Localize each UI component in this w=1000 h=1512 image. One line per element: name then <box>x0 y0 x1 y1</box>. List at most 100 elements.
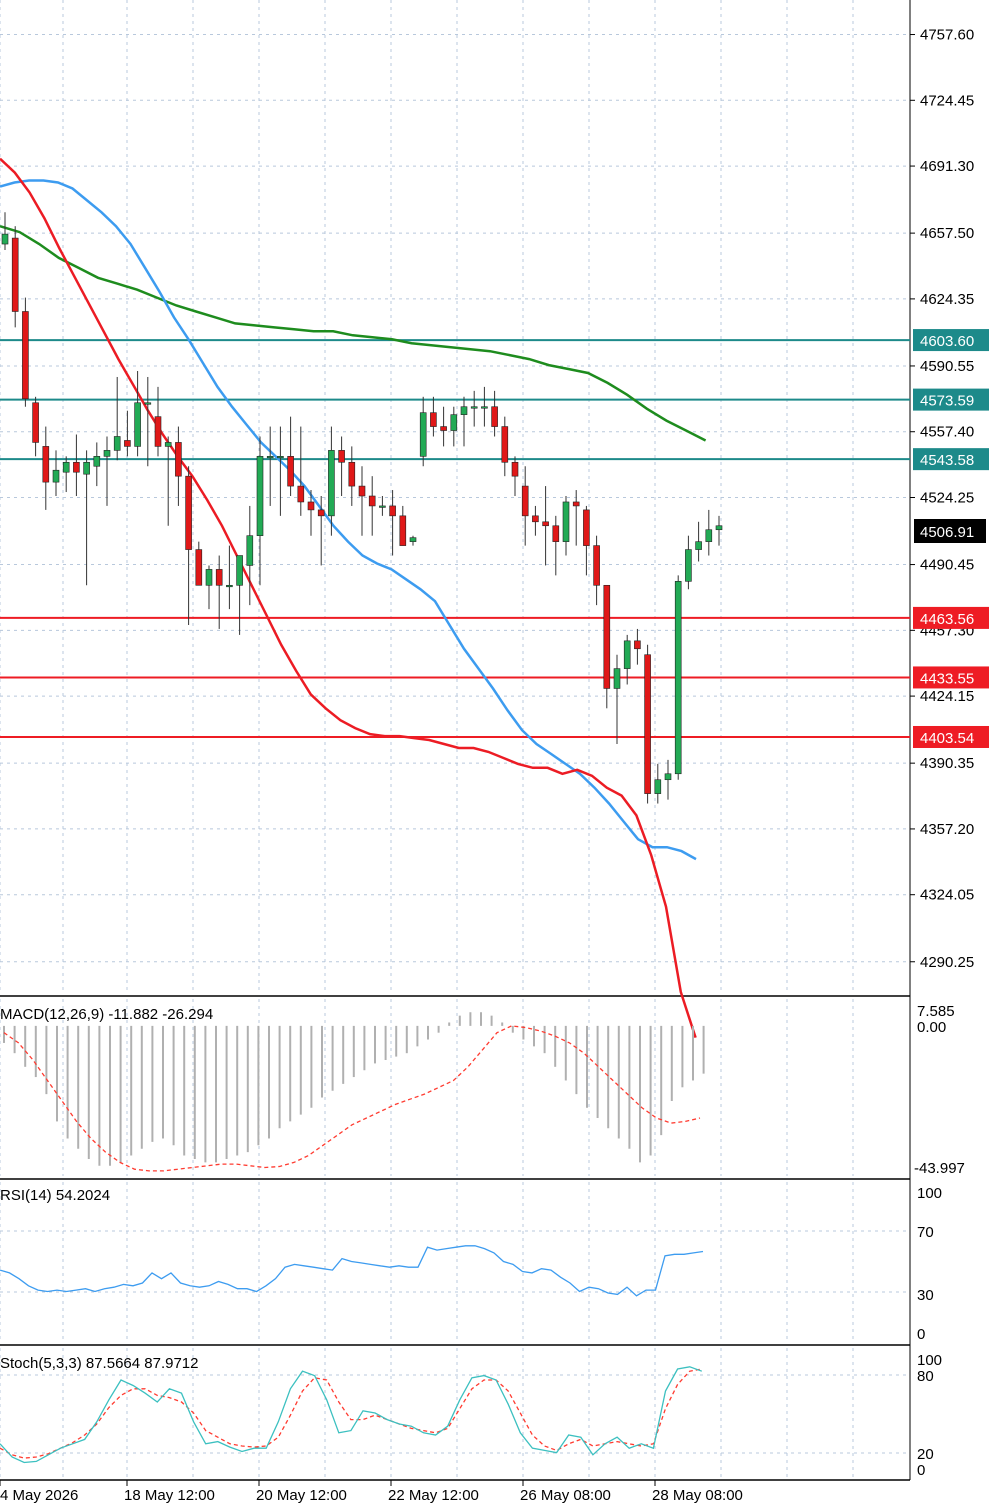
time-tick-label: 4 May 2026 <box>0 1487 78 1504</box>
candle-body <box>358 485 366 497</box>
candle-body <box>113 436 121 451</box>
candle-body <box>603 584 611 689</box>
candle-body <box>307 501 315 511</box>
candle-body <box>705 529 713 542</box>
rsi-panel: RSI(14) 54.2024 100 70 30 0 <box>0 1185 942 1343</box>
candle-body <box>593 545 600 586</box>
stoch-label: Stoch(5,3,3) 87.5664 87.9712 <box>0 1355 199 1372</box>
candle-body <box>328 450 335 517</box>
price-axis: 4757.60 4724.45 4691.30 4657.50 4624.35 4590.… <box>910 27 974 971</box>
candle-body <box>368 495 376 507</box>
candle-body <box>73 461 80 473</box>
candle-body <box>430 412 437 427</box>
stochastic-signal-line <box>0 1368 702 1459</box>
macd-tick-top: 7.585 <box>917 1003 955 1020</box>
candle-body <box>348 461 356 487</box>
price-tick-label: 4757.60 <box>920 27 974 44</box>
candle-body <box>144 402 152 405</box>
level-tag-text: 4463.56 <box>920 611 974 628</box>
candle-body <box>501 426 509 463</box>
level-tag-box <box>913 448 989 471</box>
price-panel: 4757.60 4724.45 4691.30 4657.50 4624.35 4590.… <box>0 27 989 1038</box>
candle-body <box>52 469 60 483</box>
candle-body <box>542 521 549 527</box>
rsi-label: RSI(14) 54.2024 <box>0 1187 110 1204</box>
price-tick-label: 4424.15 <box>920 688 974 705</box>
candle-body <box>266 456 274 459</box>
candle-body <box>297 485 305 503</box>
level-tag-box <box>913 329 989 352</box>
stochastic-main-line <box>0 1366 703 1464</box>
candle-body <box>572 501 580 507</box>
candle-body <box>715 525 723 531</box>
horizontal-levels[interactable] <box>0 339 910 738</box>
candle-body <box>11 237 19 312</box>
candle-body <box>62 461 70 473</box>
level-tag-text: 4403.54 <box>920 730 974 747</box>
level-tag-box <box>913 388 989 411</box>
candle-body <box>317 509 325 517</box>
level-price-tags: 4603.60 4573.59 4543.58 4463.56 4433.55 4403.… <box>913 329 989 748</box>
candle-body <box>205 569 213 586</box>
candle-body <box>246 535 254 566</box>
moving-average-red <box>0 157 697 1038</box>
stoch-tick-100: 100 <box>917 1352 942 1369</box>
level-tag-text: 4603.60 <box>920 333 974 350</box>
rsi-tick-0: 0 <box>917 1326 925 1343</box>
candle-body <box>450 414 458 431</box>
level-tag-box <box>913 606 989 629</box>
candle-body <box>613 668 621 689</box>
stoch-tick-80: 80 <box>917 1368 934 1385</box>
grid-lines <box>0 0 910 1480</box>
candle-body <box>532 515 539 523</box>
price-tick-label: 4624.35 <box>920 291 974 308</box>
rsi-tick-100: 100 <box>917 1185 942 1202</box>
stochastic-panel: Stoch(5,3,3) 87.5664 87.9712 100 80 20 0 <box>0 1352 942 1479</box>
candle-body <box>195 549 203 586</box>
macd-tick-zero: 0.00 <box>917 1019 946 1036</box>
current-price: 4506.91 <box>920 524 974 541</box>
candle-body <box>583 509 590 546</box>
level-tag-text: 4543.58 <box>920 452 974 469</box>
price-tick-label: 4324.05 <box>920 887 974 904</box>
candle-body <box>674 581 682 775</box>
price-tick-label: 4691.30 <box>920 158 974 175</box>
stoch-tick-0: 0 <box>917 1462 925 1479</box>
level-tag-text: 4433.55 <box>920 670 974 687</box>
stoch-tick-20: 20 <box>917 1446 934 1463</box>
candle-body <box>623 640 631 669</box>
level-tag-text: 4573.59 <box>920 393 974 410</box>
candle-body <box>389 505 396 517</box>
rsi-tick-70: 70 <box>917 1224 934 1241</box>
time-tick-label: 22 May 12:00 <box>388 1487 479 1504</box>
candle-body <box>399 515 407 546</box>
candle-body <box>154 416 162 447</box>
candle-body <box>83 461 90 475</box>
level-tag-box <box>913 666 989 689</box>
candle-body <box>134 402 141 447</box>
candle-body <box>644 654 651 794</box>
macd-label: MACD(12,26,9) -11.882 -26.294 <box>0 1006 213 1023</box>
candle-body <box>236 555 243 586</box>
macd-panel: MACD(12,26,9) -11.882 -26.294 7.585 0.00… <box>0 1003 965 1177</box>
candle-body <box>481 406 488 409</box>
moving-average-green <box>0 225 707 442</box>
time-tick-label: 28 May 08:00 <box>652 1487 743 1504</box>
macd-tick-bottom: -43.997 <box>914 1160 965 1177</box>
candle-body <box>93 456 101 467</box>
candle-body <box>419 412 427 457</box>
time-tick-label: 26 May 08:00 <box>520 1487 611 1504</box>
candle-body <box>287 456 294 487</box>
level-tag-box <box>913 725 989 748</box>
candle-body <box>654 779 662 794</box>
candle-body <box>338 450 345 463</box>
candles <box>1 212 723 804</box>
moving-average-blue <box>0 179 697 861</box>
candle-body <box>685 549 692 582</box>
time-tick-label: 18 May 12:00 <box>124 1487 215 1504</box>
candle-body <box>103 450 111 457</box>
candle-body <box>277 456 284 459</box>
candle-body <box>664 773 672 781</box>
price-tick-label: 4557.40 <box>920 424 974 441</box>
